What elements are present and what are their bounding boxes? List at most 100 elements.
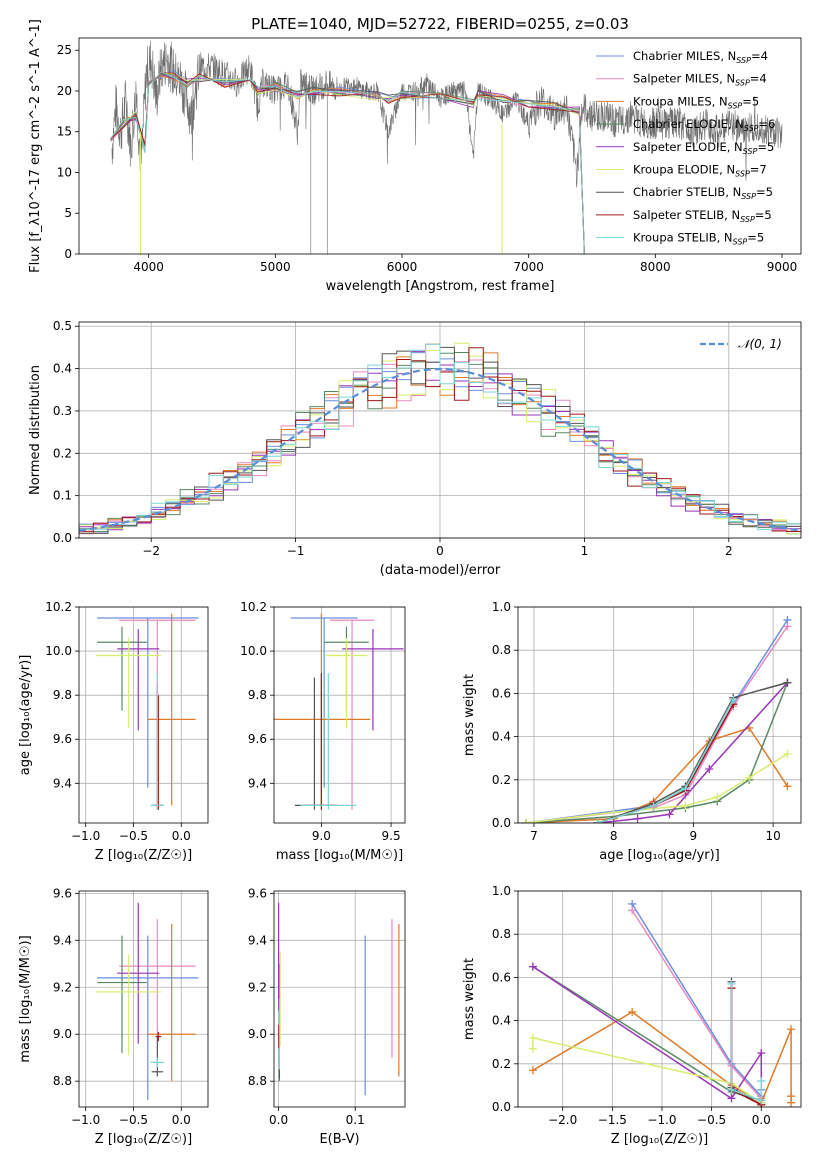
- series-salpeter-elodie: [593, 678, 792, 823]
- x-tick-label: 9.5: [382, 829, 401, 843]
- x-tick-label: 9000: [767, 260, 798, 274]
- legend-suffix: =4: [750, 72, 767, 86]
- series-line: [597, 682, 788, 823]
- y-tick-label: 9.4: [248, 776, 267, 790]
- legend-suffix: =5: [742, 94, 759, 108]
- legend-subscript: SSP: [740, 215, 755, 224]
- errorbar-kroupa-miles: [147, 613, 196, 806]
- y-tick-label: 0.8: [492, 643, 511, 657]
- legend-subscript: SSP: [728, 101, 743, 110]
- axes-frame: [273, 890, 406, 1108]
- errorbar-kroupa-elodie: [325, 637, 368, 729]
- legend-label-text: Salpeter ELODIE, N: [633, 140, 743, 154]
- y-tick-label: 9.4: [53, 776, 72, 790]
- legend-suffix: =5: [757, 140, 774, 154]
- series-kroupa-elodie: [521, 749, 792, 823]
- series-line: [631, 903, 763, 1099]
- legend-label-text: Chabrier MILES, N: [633, 49, 736, 63]
- errorbar-salpeter-elodie: [117, 629, 160, 731]
- panel-mass-vs-ebv: 0.0 0.1 8.8 9.0 9.2 9.4 9.6 E(B-V): [248, 886, 406, 1147]
- y-tick-label: 0.0: [492, 1100, 511, 1114]
- series-point: [593, 819, 602, 823]
- y-tick-label: 0.6: [492, 686, 511, 700]
- x-tick-label: 0.0: [172, 1113, 191, 1127]
- errorbar-chabrier-miles: [290, 617, 358, 788]
- errorbar-kroupa-miles: [147, 923, 196, 1082]
- series-point: [727, 979, 736, 988]
- legend-label-text: Kroupa STELIB, N: [633, 231, 733, 245]
- errorbar-chabrier-elodie: [97, 626, 147, 711]
- legend-label: 𝒩(0, 1): [738, 337, 782, 351]
- x-tick-label: −1: [287, 544, 305, 558]
- x-tick-label: −1.5: [598, 1113, 627, 1127]
- series-point: [628, 906, 637, 915]
- spectrum-model-line: [110, 71, 585, 254]
- series-point: [528, 1044, 537, 1053]
- y-tick-label: 10.2: [45, 600, 72, 614]
- series-point: [727, 1094, 736, 1103]
- y-tick-label: 10: [57, 165, 72, 179]
- plot-area: [528, 899, 796, 1107]
- y-tick-label: 15: [57, 125, 72, 139]
- x-tick-label: 0.0: [269, 1113, 288, 1127]
- y-tick-label: 1.0: [492, 600, 511, 614]
- legend-label: Chabrier ELODIE, NSSP=6: [633, 117, 775, 133]
- x-tick-label: 7000: [513, 260, 544, 274]
- series-point: [727, 1085, 736, 1094]
- x-axis-label: (data-model)/error: [380, 563, 501, 578]
- errorbar-salpeter-stelib: [304, 673, 339, 810]
- panel-mass-weight-vs-Z: −2.0 −1.5 −1.0 −0.5 0.0 0.0 0.2 0.4 0.6 0.8 1.0 Z […: [462, 884, 802, 1147]
- errorbar-salpeter-elodie: [117, 902, 160, 1044]
- axes-frame: [78, 37, 802, 255]
- series-line: [525, 753, 788, 823]
- y-tick-label: 9.6: [248, 732, 267, 746]
- x-axis-label: Z [log₁₀(Z/Z☉)]: [95, 848, 192, 863]
- axes-frame: [517, 890, 802, 1108]
- x-axis-label: age [log₁₀(age/yr)]: [599, 848, 720, 863]
- series-line: [730, 983, 763, 1102]
- legend-label-text: Salpeter STELIB, N: [633, 208, 740, 222]
- y-tick-label: 0.2: [492, 1057, 511, 1071]
- series-point: [609, 808, 618, 817]
- y-tick-label: 0.6: [492, 970, 511, 984]
- series-line: [597, 703, 734, 823]
- series-kroupa-stelib: [593, 695, 738, 823]
- x-tick-label: 9.0: [312, 829, 331, 843]
- series-point: [783, 678, 792, 687]
- legend-suffix: =5: [755, 208, 772, 222]
- series-chabrier-stelib: [593, 678, 792, 823]
- series-line: [532, 1036, 762, 1104]
- y-tick-label: 0.4: [53, 362, 72, 376]
- legend-suffix: =7: [750, 163, 767, 177]
- series-point: [787, 1098, 796, 1107]
- panel-spectrum: 4000 5000 6000 7000 8000 9000 0 5 10 15 20 25 wavele…: [28, 19, 802, 294]
- legend-suffix: =5: [747, 231, 764, 245]
- errorbar-salpeter-stelib: [155, 1031, 162, 1042]
- series-point: [757, 1096, 766, 1105]
- y-tick-label: 20: [57, 84, 72, 98]
- series-line: [597, 681, 788, 823]
- axes-frame: [273, 606, 406, 824]
- errorbar-salpeter-elodie: [342, 629, 404, 731]
- series-point: [713, 793, 722, 802]
- y-tick-label: 0.0: [53, 531, 72, 545]
- axes-frame: [78, 606, 209, 824]
- series-point: [729, 695, 738, 704]
- plot-area: [110, 40, 783, 254]
- legend-label-text: Kroupa ELODIE, N: [633, 163, 735, 177]
- residuals-legend: 𝒩(0, 1): [700, 337, 782, 351]
- panel-age-vs-Z: −1.0 −0.5 0.0 9.4 9.6 9.8 10.0 10.2 Z [log₁₀(Z/Z…: [18, 600, 209, 863]
- series-line: [597, 699, 734, 823]
- y-tick-label: 0.4: [492, 730, 511, 744]
- panel-residuals: −2 −1 0 1 2 0.0 0.1 0.2 0.3 0.4 0.5 (data-model)/er…: [28, 319, 802, 578]
- y-tick-label: 9.6: [53, 886, 72, 900]
- series-line: [525, 727, 789, 823]
- series-line: [525, 682, 789, 823]
- series-point: [628, 1007, 637, 1016]
- series-point: [783, 782, 792, 791]
- x-axis-label: wavelength [Angstrom, rest frame]: [326, 279, 555, 294]
- series-chabrier-miles: [521, 615, 792, 823]
- y-tick-label: 0.0: [492, 816, 511, 830]
- legend-label-text: Salpeter MILES, N: [633, 72, 735, 86]
- y-tick-label: 10.2: [240, 600, 267, 614]
